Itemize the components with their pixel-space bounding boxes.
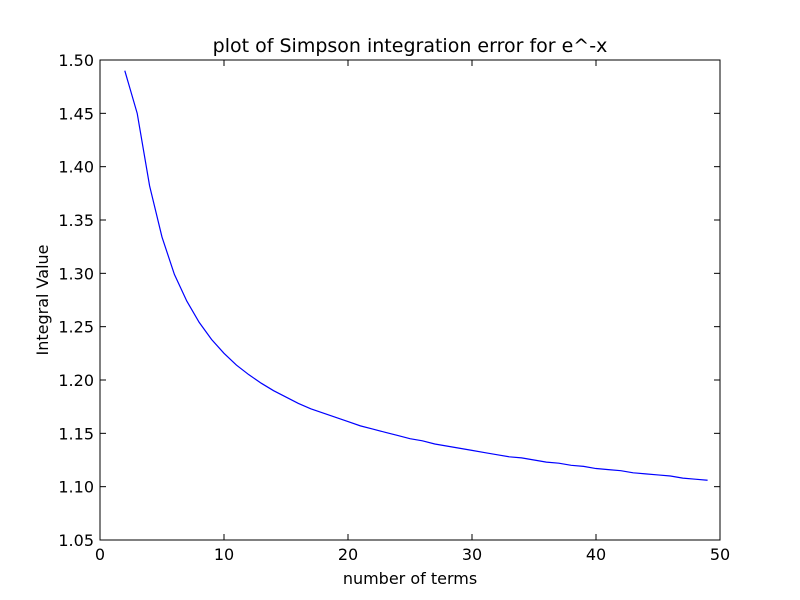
- y-tick-label: 1.30: [58, 264, 94, 283]
- series-layer: [124, 70, 708, 481]
- chart-title: plot of Simpson integration error for e^…: [213, 35, 608, 57]
- x-tick-label: 0: [95, 545, 105, 564]
- y-tick-label: 1.40: [58, 158, 94, 177]
- series-line: [124, 70, 708, 481]
- x-axis-label: number of terms: [343, 569, 477, 588]
- ticks: 0 10 20 30 40 50 1.05 1.10 1.15 1.20 1.25 1.30 1.35 1…: [58, 51, 730, 564]
- x-tick-label: 50: [710, 545, 730, 564]
- y-tick-label: 1.20: [58, 371, 94, 390]
- x-tick-label: 10: [214, 545, 234, 564]
- y-tick-label: 1.45: [58, 104, 94, 123]
- plot-area-border: [99, 59, 721, 541]
- axes-frame: [99, 59, 721, 541]
- y-tick-label: 1.35: [58, 211, 94, 230]
- x-tick-label: 30: [462, 545, 482, 564]
- x-tick-label: 20: [338, 545, 358, 564]
- y-tick-label: 1.15: [58, 424, 94, 443]
- y-tick-label: 1.25: [58, 318, 94, 337]
- x-tick-label: 40: [586, 545, 606, 564]
- y-tick-label: 1.10: [58, 478, 94, 497]
- y-tick-label: 1.05: [58, 531, 94, 550]
- y-tick-label: 1.50: [58, 51, 94, 70]
- y-axis-label: Integral Value: [33, 245, 52, 356]
